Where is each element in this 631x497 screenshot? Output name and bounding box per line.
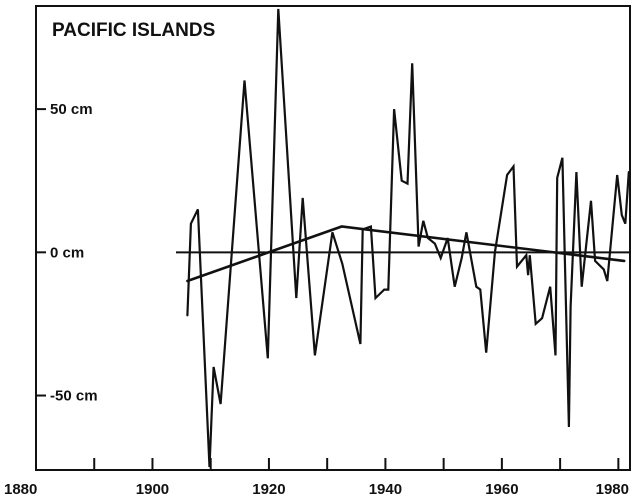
y-axis-ticks: 50 cm 0 cm -50 cm xyxy=(36,101,98,405)
x-tick-label: 1960 xyxy=(485,481,518,497)
x-tick-label: 1980 xyxy=(596,481,629,497)
y-tick-label: 50 cm xyxy=(50,101,93,118)
series-line-trend xyxy=(186,225,626,283)
y-tick-label: -50 cm xyxy=(50,388,98,405)
chart-title: PACIFIC ISLANDS xyxy=(52,20,215,41)
x-tick-label: 1920 xyxy=(252,481,285,497)
series-line-sea-level xyxy=(186,8,630,468)
plot-frame xyxy=(35,5,631,471)
x-tick-label: 1940 xyxy=(369,481,402,497)
x-tick-label: 1880 xyxy=(4,481,37,497)
y-tick-label: 0 cm xyxy=(50,244,84,261)
x-tick-label: 1900 xyxy=(136,481,169,497)
series-group xyxy=(186,8,630,468)
